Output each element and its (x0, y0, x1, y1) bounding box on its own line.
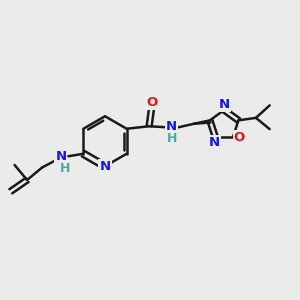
Text: H: H (167, 132, 177, 145)
Text: O: O (146, 95, 157, 109)
Text: N: N (208, 136, 220, 149)
Text: N: N (219, 98, 230, 111)
Text: H: H (59, 161, 70, 175)
Text: O: O (234, 130, 245, 144)
Text: N: N (55, 150, 66, 163)
Text: N: N (166, 120, 177, 133)
Text: N: N (99, 160, 111, 173)
